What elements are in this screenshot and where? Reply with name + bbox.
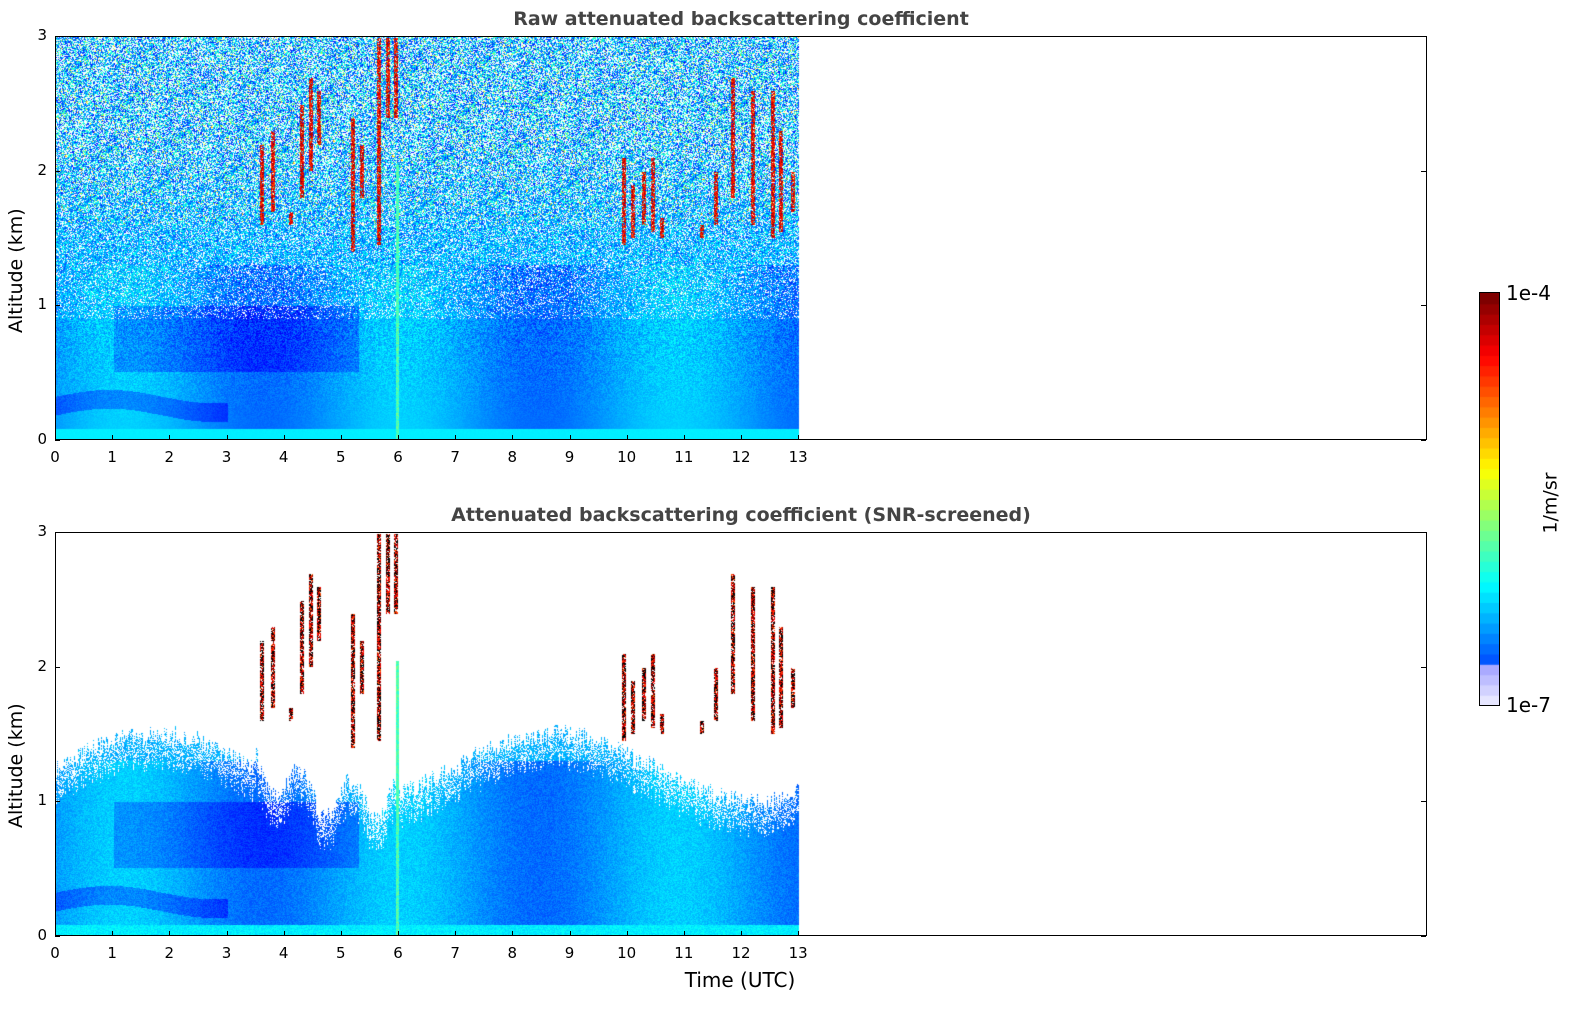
y-tick-label: 2 <box>37 160 47 179</box>
x-tick-label: 4 <box>278 448 289 466</box>
x-tick-label: 3 <box>221 944 232 962</box>
x-tick-label: 0 <box>50 944 60 962</box>
x-tick-label: 13 <box>788 448 808 466</box>
x-tick-label: 12 <box>731 448 751 466</box>
y-tick-label: 1 <box>37 791 47 810</box>
y-tick-label: 3 <box>37 26 47 44</box>
x-tick-mark <box>626 435 628 440</box>
x-tick-mark <box>226 931 228 936</box>
y-tick-label: 1 <box>37 295 47 314</box>
x-tick-label: 1 <box>107 944 117 962</box>
x-tick-mark <box>398 931 399 936</box>
x-tick-mark <box>226 435 228 440</box>
x-tick-mark <box>340 435 342 440</box>
x-tick-label: 3 <box>221 448 232 466</box>
y-tick-label: 0 <box>37 430 47 448</box>
colorbar-min-label: 1e-7 <box>1506 693 1551 717</box>
chart-title-screened: Attenuated backscattering coefficient (S… <box>451 504 1031 526</box>
y-tick-mark <box>55 305 60 307</box>
y-tick-mark <box>55 440 60 441</box>
x-tick-label: 8 <box>507 944 518 962</box>
x-tick-mark <box>169 931 171 936</box>
x-tick-mark <box>569 435 571 440</box>
chart-title-raw: Raw attenuated backscattering coefficien… <box>513 8 969 30</box>
colorbar-gradient <box>1480 293 1499 705</box>
x-tick-label: 13 <box>788 944 808 962</box>
x-tick-label: 4 <box>278 944 289 962</box>
y-tick-mark <box>1421 305 1426 307</box>
x-tick-mark <box>283 435 285 440</box>
x-tick-label: 12 <box>731 944 751 962</box>
x-tick-mark <box>798 931 800 936</box>
x-tick-mark <box>683 435 685 440</box>
plot-area-screened <box>55 532 1427 936</box>
x-tick-mark <box>283 931 285 936</box>
y-tick-mark <box>55 801 60 803</box>
x-tick-label: 0 <box>50 448 60 466</box>
y-tick-mark <box>1421 532 1426 533</box>
y-tick-mark <box>55 170 60 172</box>
y-axis-label-raw: Altitude (km) <box>5 208 27 333</box>
x-tick-label: 6 <box>393 944 403 962</box>
y-tick-mark <box>1421 801 1426 803</box>
x-tick-label: 9 <box>564 944 575 962</box>
x-tick-label: 1 <box>107 448 117 466</box>
y-tick-mark <box>55 936 60 937</box>
y-tick-mark <box>55 36 60 37</box>
x-tick-label: 9 <box>564 448 575 466</box>
x-tick-mark <box>626 931 628 936</box>
x-tick-mark <box>112 931 114 936</box>
x-tick-mark <box>455 435 457 440</box>
x-tick-mark <box>741 931 742 936</box>
colorbar <box>1479 292 1500 706</box>
y-tick-mark <box>1421 36 1426 37</box>
x-tick-mark <box>112 435 114 440</box>
x-tick-label: 11 <box>674 448 694 466</box>
colorbar-unit-label: 1/m/sr <box>1539 472 1562 534</box>
x-tick-mark <box>55 435 56 440</box>
x-tick-mark <box>683 931 685 936</box>
y-tick-mark <box>1421 440 1426 441</box>
x-tick-mark <box>798 435 800 440</box>
x-tick-mark <box>512 931 514 936</box>
x-tick-mark <box>569 931 571 936</box>
x-tick-label: 7 <box>450 448 460 466</box>
x-tick-mark <box>741 435 742 440</box>
x-tick-mark <box>169 435 171 440</box>
x-tick-mark <box>455 931 457 936</box>
x-tick-mark <box>398 435 399 440</box>
x-tick-label: 10 <box>617 448 637 466</box>
x-tick-label: 8 <box>507 448 518 466</box>
y-tick-label: 0 <box>37 926 47 944</box>
colorbar-max-label: 1e-4 <box>1506 281 1551 305</box>
x-tick-label: 11 <box>674 944 694 962</box>
heatmap-screened <box>56 533 1426 935</box>
y-tick-label: 3 <box>37 522 47 540</box>
y-tick-mark <box>1421 666 1426 668</box>
x-tick-label: 10 <box>617 944 637 962</box>
y-tick-label: 2 <box>37 656 47 675</box>
x-tick-mark <box>55 931 56 936</box>
plot-area-raw <box>55 36 1427 440</box>
y-tick-mark <box>1421 936 1426 937</box>
x-tick-label: 2 <box>164 448 175 466</box>
y-axis-label-screened: Altitude (km) <box>5 703 27 828</box>
x-tick-mark <box>340 931 342 936</box>
y-tick-mark <box>55 532 60 533</box>
heatmap-raw <box>56 37 1426 439</box>
y-tick-mark <box>55 666 60 668</box>
x-tick-label: 6 <box>393 448 403 466</box>
x-tick-label: 7 <box>450 944 460 962</box>
x-tick-label: 5 <box>336 944 346 962</box>
x-axis-label: Time (UTC) <box>684 968 796 992</box>
x-tick-label: 5 <box>336 448 346 466</box>
y-tick-mark <box>1421 170 1426 172</box>
x-tick-mark <box>512 435 514 440</box>
x-tick-label: 2 <box>164 944 175 962</box>
